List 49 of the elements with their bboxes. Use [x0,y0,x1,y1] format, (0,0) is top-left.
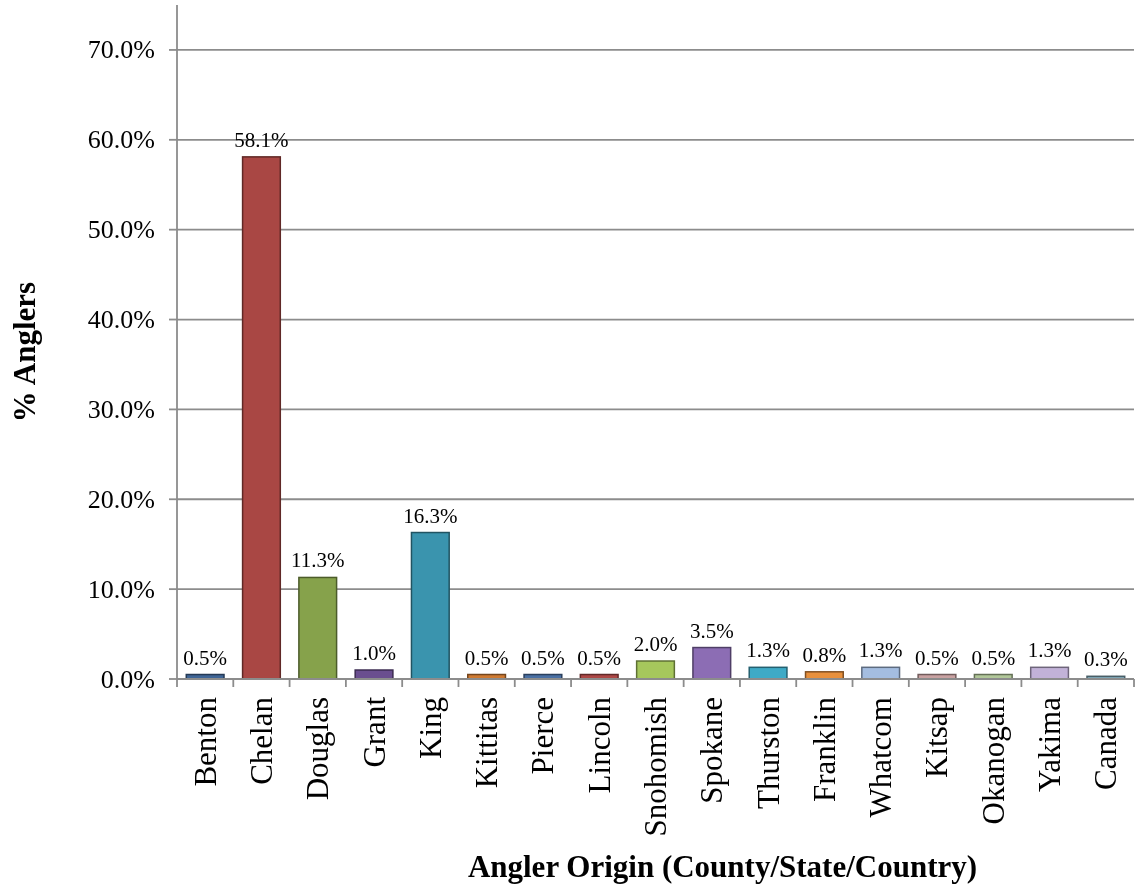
data-label: 3.5% [689,618,734,643]
x-tick-label: Pierce [525,697,561,775]
x-tick-label: Yakima [1032,696,1068,793]
data-label: 2.0% [633,632,678,657]
data-label: 1.3% [746,638,790,663]
y-tick-label: 20.0% [87,484,155,514]
data-label: 0.5% [464,645,509,670]
x-tick-label: Chelan [243,696,279,785]
x-tick-label: Douglas [300,697,336,801]
x-axis-title: Angler Origin (County/State/Country) [467,848,978,884]
data-label: 0.5% [183,645,228,670]
x-tick-label: Spokane [694,697,730,804]
x-tick-label: King [412,697,448,759]
x-tick-label: Franklin [806,696,842,803]
bar [241,156,282,680]
x-tick-label: Benton [187,696,223,787]
data-label: 0.5% [521,645,565,670]
y-tick-label: 40.0% [87,305,155,335]
y-tick-label: 30.0% [87,394,155,424]
data-label: 1.3% [1027,638,1072,663]
x-tick-label: Grant [356,696,392,768]
y-tick-label: 0.0% [100,664,155,694]
x-tick-label: Lincoln [581,696,617,794]
data-label: 1.0% [352,641,396,666]
bar [298,576,338,680]
data-label: 1.3% [858,638,903,663]
x-tick-label: Okanogan [975,696,1011,825]
data-label: 0.8% [802,642,847,667]
y-tick-label: 60.0% [87,125,155,155]
y-axis-title: % Anglers [6,281,42,423]
data-label: 16.3% [403,503,458,528]
y-tick-label: 10.0% [87,574,155,604]
data-label: 11.3% [291,548,345,573]
x-tick-label: Thurston [750,696,786,809]
bar [410,531,450,680]
y-tick-label: 50.0% [87,215,155,245]
x-tick-label: Kittitas [469,697,505,789]
x-tick-label: Whatcom [863,697,899,818]
bar [692,646,732,680]
x-tick-label: Kitsap [919,697,955,778]
data-label: 58.1% [234,127,289,152]
x-tick-label: Canada [1088,696,1124,790]
y-tick-label: 70.0% [87,35,155,65]
data-label: 0.3% [1083,647,1128,672]
bar [635,660,676,680]
data-label: 0.5% [915,645,959,670]
data-label: 0.5% [577,645,622,670]
data-label: 0.5% [971,645,1016,670]
x-tick-label: Snohomish [638,696,673,837]
